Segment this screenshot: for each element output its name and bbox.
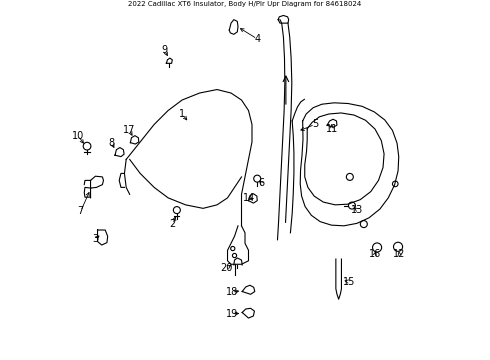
Text: 16: 16 [369,249,381,260]
Text: 13: 13 [351,205,364,215]
Text: 14: 14 [243,193,255,203]
Text: 5: 5 [312,120,318,130]
Text: 1: 1 [179,109,185,119]
Text: 19: 19 [225,309,238,319]
Text: 12: 12 [393,249,406,260]
Text: 10: 10 [72,131,84,141]
Text: 17: 17 [123,125,135,135]
Text: 18: 18 [225,287,238,297]
Text: 9: 9 [162,45,168,55]
Text: 2: 2 [170,219,176,229]
Text: 4: 4 [254,34,260,44]
Text: 11: 11 [325,124,338,134]
Text: 8: 8 [108,138,115,148]
Text: 3: 3 [93,234,98,244]
Text: 20: 20 [220,263,233,273]
Text: 7: 7 [77,206,84,216]
Text: 15: 15 [343,277,355,287]
Text: 6: 6 [259,178,265,188]
Title: 2022 Cadillac XT6 Insulator, Body H/Plr Upr Diagram for 84618024: 2022 Cadillac XT6 Insulator, Body H/Plr … [128,1,362,8]
